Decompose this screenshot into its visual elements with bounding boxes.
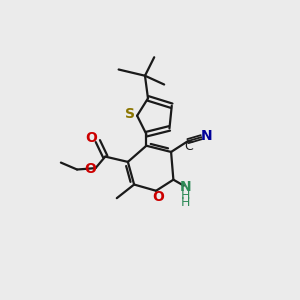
Text: C: C	[184, 140, 193, 153]
Text: S: S	[125, 107, 135, 121]
Text: O: O	[84, 162, 96, 176]
Text: N: N	[180, 180, 191, 194]
Text: H: H	[181, 189, 190, 202]
Text: O: O	[152, 190, 164, 203]
Text: H: H	[181, 196, 190, 209]
Text: N: N	[201, 129, 212, 143]
Text: O: O	[85, 131, 97, 145]
